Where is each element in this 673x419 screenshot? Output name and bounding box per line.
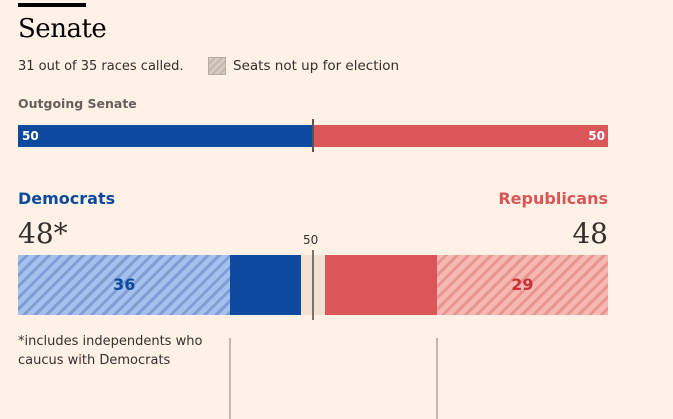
dem-not-up-segment: 36 <box>18 255 231 315</box>
outgoing-dem-value: 50 <box>22 129 39 143</box>
outgoing-dem-bar: 50 <box>18 125 313 147</box>
rep-not-up-value: 29 <box>511 275 534 294</box>
outgoing-rep-value: 50 <box>588 129 605 143</box>
rep-won-segment <box>324 255 437 315</box>
page-title: Senate <box>18 14 107 44</box>
divider-line <box>435 338 438 419</box>
footnote: *includes independents who caucus with D… <box>18 334 203 368</box>
outgoing-majority-line <box>312 119 314 152</box>
dem-not-up-value: 36 <box>113 275 136 294</box>
outgoing-rep-bar: 50 <box>313 125 608 147</box>
title-accent-bar <box>18 3 86 7</box>
rep-not-up-segment: 29 <box>436 255 608 315</box>
legend: Seats not up for election <box>208 57 399 75</box>
majority-line <box>312 250 314 320</box>
dem-label: Democrats <box>18 189 116 208</box>
majority-label: 50 <box>303 233 319 247</box>
rep-total: 48 <box>572 217 608 250</box>
races-called: 31 out of 35 races called. <box>18 59 184 74</box>
dem-total: 48* <box>18 217 68 250</box>
legend-label: Seats not up for election <box>233 58 400 74</box>
hatch-swatch-icon <box>208 57 226 75</box>
divider-line <box>229 338 232 419</box>
dem-won-segment <box>230 255 302 315</box>
rep-label: Republicans <box>498 189 608 208</box>
outgoing-label: Outgoing Senate <box>18 96 137 111</box>
